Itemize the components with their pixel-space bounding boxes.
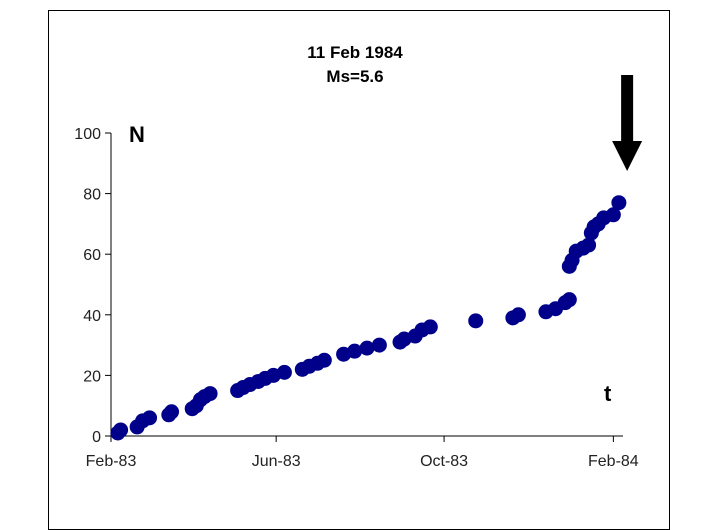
data-point — [422, 319, 438, 335]
data-point — [164, 404, 180, 420]
scatter-chart: 11 Feb 1984 Ms=5.6 N t 0 20 40 60 80 100 Feb-… — [74, 43, 643, 470]
y-tick-label: 40 — [83, 308, 101, 325]
y-tick-label: 60 — [83, 247, 101, 264]
x-tick-label: Feb-84 — [588, 453, 639, 470]
data-point — [202, 386, 218, 402]
chart-title: 11 Feb 1984 — [307, 43, 403, 62]
data-point — [605, 207, 621, 223]
data-point — [113, 422, 129, 438]
data-point — [276, 364, 292, 380]
data-point — [510, 307, 526, 323]
data-point — [359, 340, 375, 356]
y-axis-label: N — [129, 122, 145, 147]
y-tick-label: 20 — [83, 368, 101, 385]
y-axis: 0 20 40 60 80 100 — [74, 126, 112, 446]
data-point — [468, 313, 484, 329]
x-tick-label: Jun-83 — [252, 453, 301, 470]
x-axis: Feb-83 Jun-83 Oct-83 Feb-84 — [86, 435, 639, 470]
arrow-head — [612, 141, 643, 171]
data-point — [142, 410, 158, 426]
data-point — [347, 343, 363, 359]
arrow-shaft — [621, 75, 634, 141]
y-tick-label: 100 — [74, 126, 101, 143]
x-tick-label: Feb-83 — [86, 453, 137, 470]
y-tick-label: 80 — [83, 187, 101, 204]
chart-frame: 11 Feb 1984 Ms=5.6 N t 0 20 40 60 80 100 Feb-… — [48, 10, 670, 530]
data-points — [110, 195, 627, 441]
event-arrow-icon — [612, 75, 643, 171]
data-point — [611, 195, 627, 211]
data-point — [316, 352, 332, 368]
chart-subtitle: Ms=5.6 — [326, 67, 383, 86]
data-point — [371, 337, 387, 353]
data-point — [561, 292, 577, 308]
data-point — [581, 237, 597, 253]
x-axis-label: t — [604, 381, 612, 406]
y-tick-label: 0 — [92, 429, 101, 446]
x-tick-label: Oct-83 — [420, 453, 468, 470]
